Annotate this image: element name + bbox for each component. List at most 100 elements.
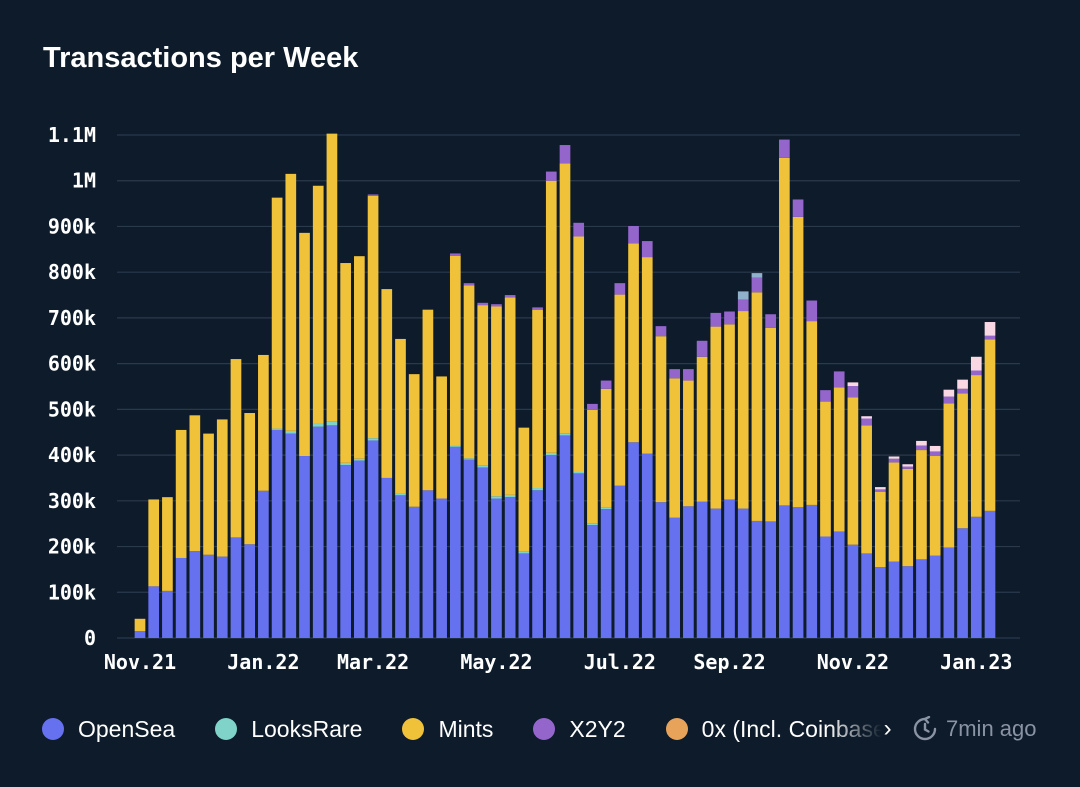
bar-segment-other[interactable] <box>943 389 955 397</box>
bar-segment-opensea[interactable] <box>943 547 955 638</box>
bar-segment-other[interactable] <box>874 487 886 490</box>
bar-segment-mints[interactable] <box>285 173 297 431</box>
bar-segment-x2y2[interactable] <box>737 299 749 312</box>
bar-segment-opensea[interactable] <box>779 505 790 638</box>
bar-segment-mints[interactable] <box>929 456 941 556</box>
bar-segment-x2y2[interactable] <box>504 295 516 298</box>
bar-segment-looksrare[interactable] <box>312 423 324 427</box>
bar-segment-mints[interactable] <box>573 236 585 473</box>
bar-segment-x2y2[interactable] <box>902 466 914 469</box>
bar-segment-x2y2[interactable] <box>861 418 872 426</box>
bar-segment-opensea[interactable] <box>491 498 502 638</box>
bar-segment-opensea[interactable] <box>724 499 735 638</box>
bar-segment-opensea[interactable] <box>449 446 461 638</box>
bar-segment-mints[interactable] <box>943 403 955 548</box>
bar-segment-mints[interactable] <box>504 297 516 495</box>
bar-segment-other[interactable] <box>916 440 927 446</box>
bar-segment-x2y2[interactable] <box>449 253 461 256</box>
bar-segment-mints[interactable] <box>902 468 914 567</box>
bar-segment-opensea[interactable] <box>175 557 187 638</box>
bar-segment-looksrare[interactable] <box>367 438 379 441</box>
bar-segment-x2y2[interactable] <box>847 386 859 398</box>
bar-segment-x2y2[interactable] <box>943 396 955 404</box>
bar-segment-opensea[interactable] <box>792 507 804 638</box>
bar-segment-x2y2[interactable] <box>874 489 886 492</box>
bar-segment-x2y2[interactable] <box>916 445 927 451</box>
bar-segment-opensea[interactable] <box>134 631 146 638</box>
bar-segment-x2y2[interactable] <box>806 300 818 322</box>
bar-segment-x2y2[interactable] <box>820 390 831 402</box>
bar-segment-mints[interactable] <box>271 197 283 429</box>
bar-segment-mints[interactable] <box>381 289 393 478</box>
bar-segment-opensea[interactable] <box>244 544 256 638</box>
bar-segment-mints[interactable] <box>299 232 310 457</box>
bar-segment-mints[interactable] <box>737 311 749 509</box>
bar-segment-other[interactable] <box>929 445 941 452</box>
bar-segment-looksrare[interactable] <box>491 496 502 499</box>
bar-segment-opensea[interactable] <box>806 504 818 638</box>
bar-segment-x2y2[interactable] <box>929 451 941 456</box>
bar-segment-mints[interactable] <box>367 195 379 439</box>
bar-segment-opensea[interactable] <box>285 433 297 638</box>
bar-segment-opensea[interactable] <box>957 528 968 638</box>
bar-segment-x2y2[interactable] <box>957 388 968 394</box>
bar-segment-mints[interactable] <box>724 324 735 500</box>
bar-segment-opensea[interactable] <box>970 516 982 638</box>
bar-segment-other[interactable] <box>847 382 859 387</box>
bar-segment-mints[interactable] <box>491 306 502 497</box>
legend-item-0x[interactable]: 0x (Incl. Coinbase NFT) › <box>665 715 892 743</box>
bar-segment-mints[interactable] <box>436 376 447 499</box>
bar-segment-looksrare[interactable] <box>573 472 585 474</box>
bar-segment-mints[interactable] <box>354 256 365 459</box>
bar-segment-opensea[interactable] <box>189 551 201 638</box>
bar-segment-opensea[interactable] <box>477 467 489 638</box>
bar-segment-mints[interactable] <box>587 409 598 524</box>
bar-segment-mints[interactable] <box>559 163 571 434</box>
bar-segment-mints[interactable] <box>820 401 831 537</box>
bar-segment-mints[interactable] <box>765 327 776 522</box>
bar-segment-mints[interactable] <box>449 255 461 446</box>
bar-segment-x2y2[interactable] <box>683 369 694 381</box>
bar-segment-mints[interactable] <box>408 374 420 507</box>
bar-segment-other[interactable] <box>888 456 900 459</box>
legend-item-looksrare[interactable]: LooksRare <box>215 716 362 743</box>
bar-segment-x2y2[interactable] <box>367 194 379 196</box>
legend-item-x2y2[interactable]: X2Y2 <box>533 716 626 743</box>
bar-segment-opensea[interactable] <box>258 490 269 638</box>
bar-segment-looksrare[interactable] <box>600 507 612 510</box>
bar-segment-looksrare[interactable] <box>477 465 489 468</box>
bar-segment-mints[interactable] <box>326 133 338 422</box>
bar-segment-mints[interactable] <box>230 359 242 538</box>
bar-segment-mints[interactable] <box>244 413 256 545</box>
bar-segment-x2y2[interactable] <box>751 277 763 293</box>
bar-segment-mints[interactable] <box>683 380 694 507</box>
bar-segment-opensea[interactable] <box>847 544 859 638</box>
bar-segment-mints[interactable] <box>532 309 543 489</box>
bar-segment-x2y2[interactable] <box>614 283 626 295</box>
bar-segment-opensea[interactable] <box>559 435 571 638</box>
bar-segment-opensea[interactable] <box>710 508 722 638</box>
bar-segment-x2y2[interactable] <box>792 199 804 217</box>
bar-segment-x2y2[interactable] <box>696 340 708 357</box>
bar-segment-mints[interactable] <box>888 462 900 562</box>
bar-segment-opensea[interactable] <box>888 561 900 638</box>
bar-segment-mints[interactable] <box>847 397 859 545</box>
bar-segment-opensea[interactable] <box>833 531 845 638</box>
bar-segment-x2y2[interactable] <box>765 314 776 328</box>
bar-segment-mints[interactable] <box>655 336 667 503</box>
bar-segment-x2y2[interactable] <box>888 458 900 463</box>
bar-segment-mints[interactable] <box>751 292 763 521</box>
bar-segment-mints[interactable] <box>175 429 187 558</box>
bar-segment-opensea[interactable] <box>737 508 749 638</box>
bar-segment-other[interactable] <box>957 379 968 389</box>
bar-segment-opensea[interactable] <box>203 554 214 638</box>
bar-segment-opensea[interactable] <box>381 477 393 638</box>
bar-segment-opensea[interactable] <box>669 517 681 638</box>
legend-item-opensea[interactable]: OpenSea <box>42 716 175 743</box>
bar-segment-mints[interactable] <box>134 618 146 632</box>
bar-segment-opensea[interactable] <box>271 429 283 638</box>
bar-segment-mints[interactable] <box>874 491 886 568</box>
bar-segment-opensea[interactable] <box>162 590 173 638</box>
bar-segment-x2y2[interactable] <box>628 226 639 244</box>
bar-segment-opensea[interactable] <box>463 459 475 638</box>
